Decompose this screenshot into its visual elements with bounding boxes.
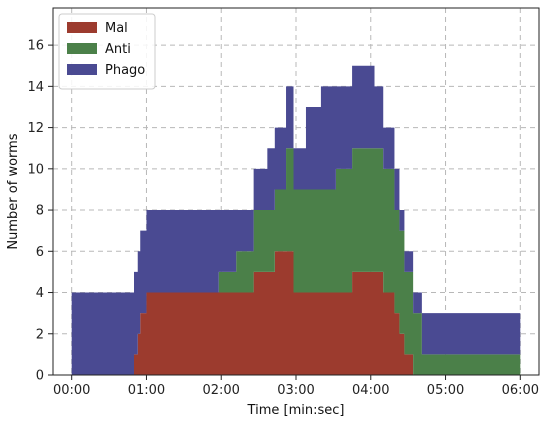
- x-tick-label: 03:00: [277, 383, 314, 398]
- x-tick-label: 06:00: [502, 383, 539, 398]
- y-tick-label: 12: [27, 121, 44, 136]
- x-axis-ticks: 00:00 01:00 02:00 03:00 04:00 05:00 06:00: [53, 375, 539, 398]
- legend-label-phago: Phago: [105, 63, 145, 78]
- y-tick-label: 0: [36, 369, 44, 384]
- y-tick-label: 4: [36, 286, 44, 301]
- x-tick-label: 02:00: [202, 383, 239, 398]
- y-tick-label: 14: [27, 80, 44, 95]
- x-axis-label: Time [min:sec]: [247, 403, 345, 418]
- data-areas: [71, 65, 521, 375]
- y-axis-label: Number of worms: [6, 133, 21, 249]
- legend: Mal Anti Phago: [58, 13, 156, 90]
- area-anti: [71, 148, 521, 375]
- y-tick-label: 6: [36, 245, 44, 260]
- x-tick-label: 00:00: [53, 383, 90, 398]
- legend-swatch-anti: [67, 43, 97, 54]
- legend-swatch-mal: [67, 22, 97, 33]
- area-mal: [71, 251, 521, 375]
- area-phago: [71, 65, 521, 375]
- legend-swatch-phago: [67, 64, 97, 75]
- y-tick-label: 10: [27, 162, 44, 177]
- y-tick-label: 16: [27, 39, 44, 54]
- x-tick-label: 01:00: [128, 383, 165, 398]
- legend-label-mal: Mal: [105, 21, 128, 36]
- y-tick-label: 8: [36, 204, 44, 219]
- legend-label-anti: Anti: [105, 42, 131, 57]
- x-tick-label: 05:00: [427, 383, 464, 398]
- y-axis-ticks: 0 2 4 6 8 10 12 14 16: [27, 39, 53, 384]
- y-tick-label: 2: [36, 327, 44, 342]
- x-tick-label: 04:00: [352, 383, 389, 398]
